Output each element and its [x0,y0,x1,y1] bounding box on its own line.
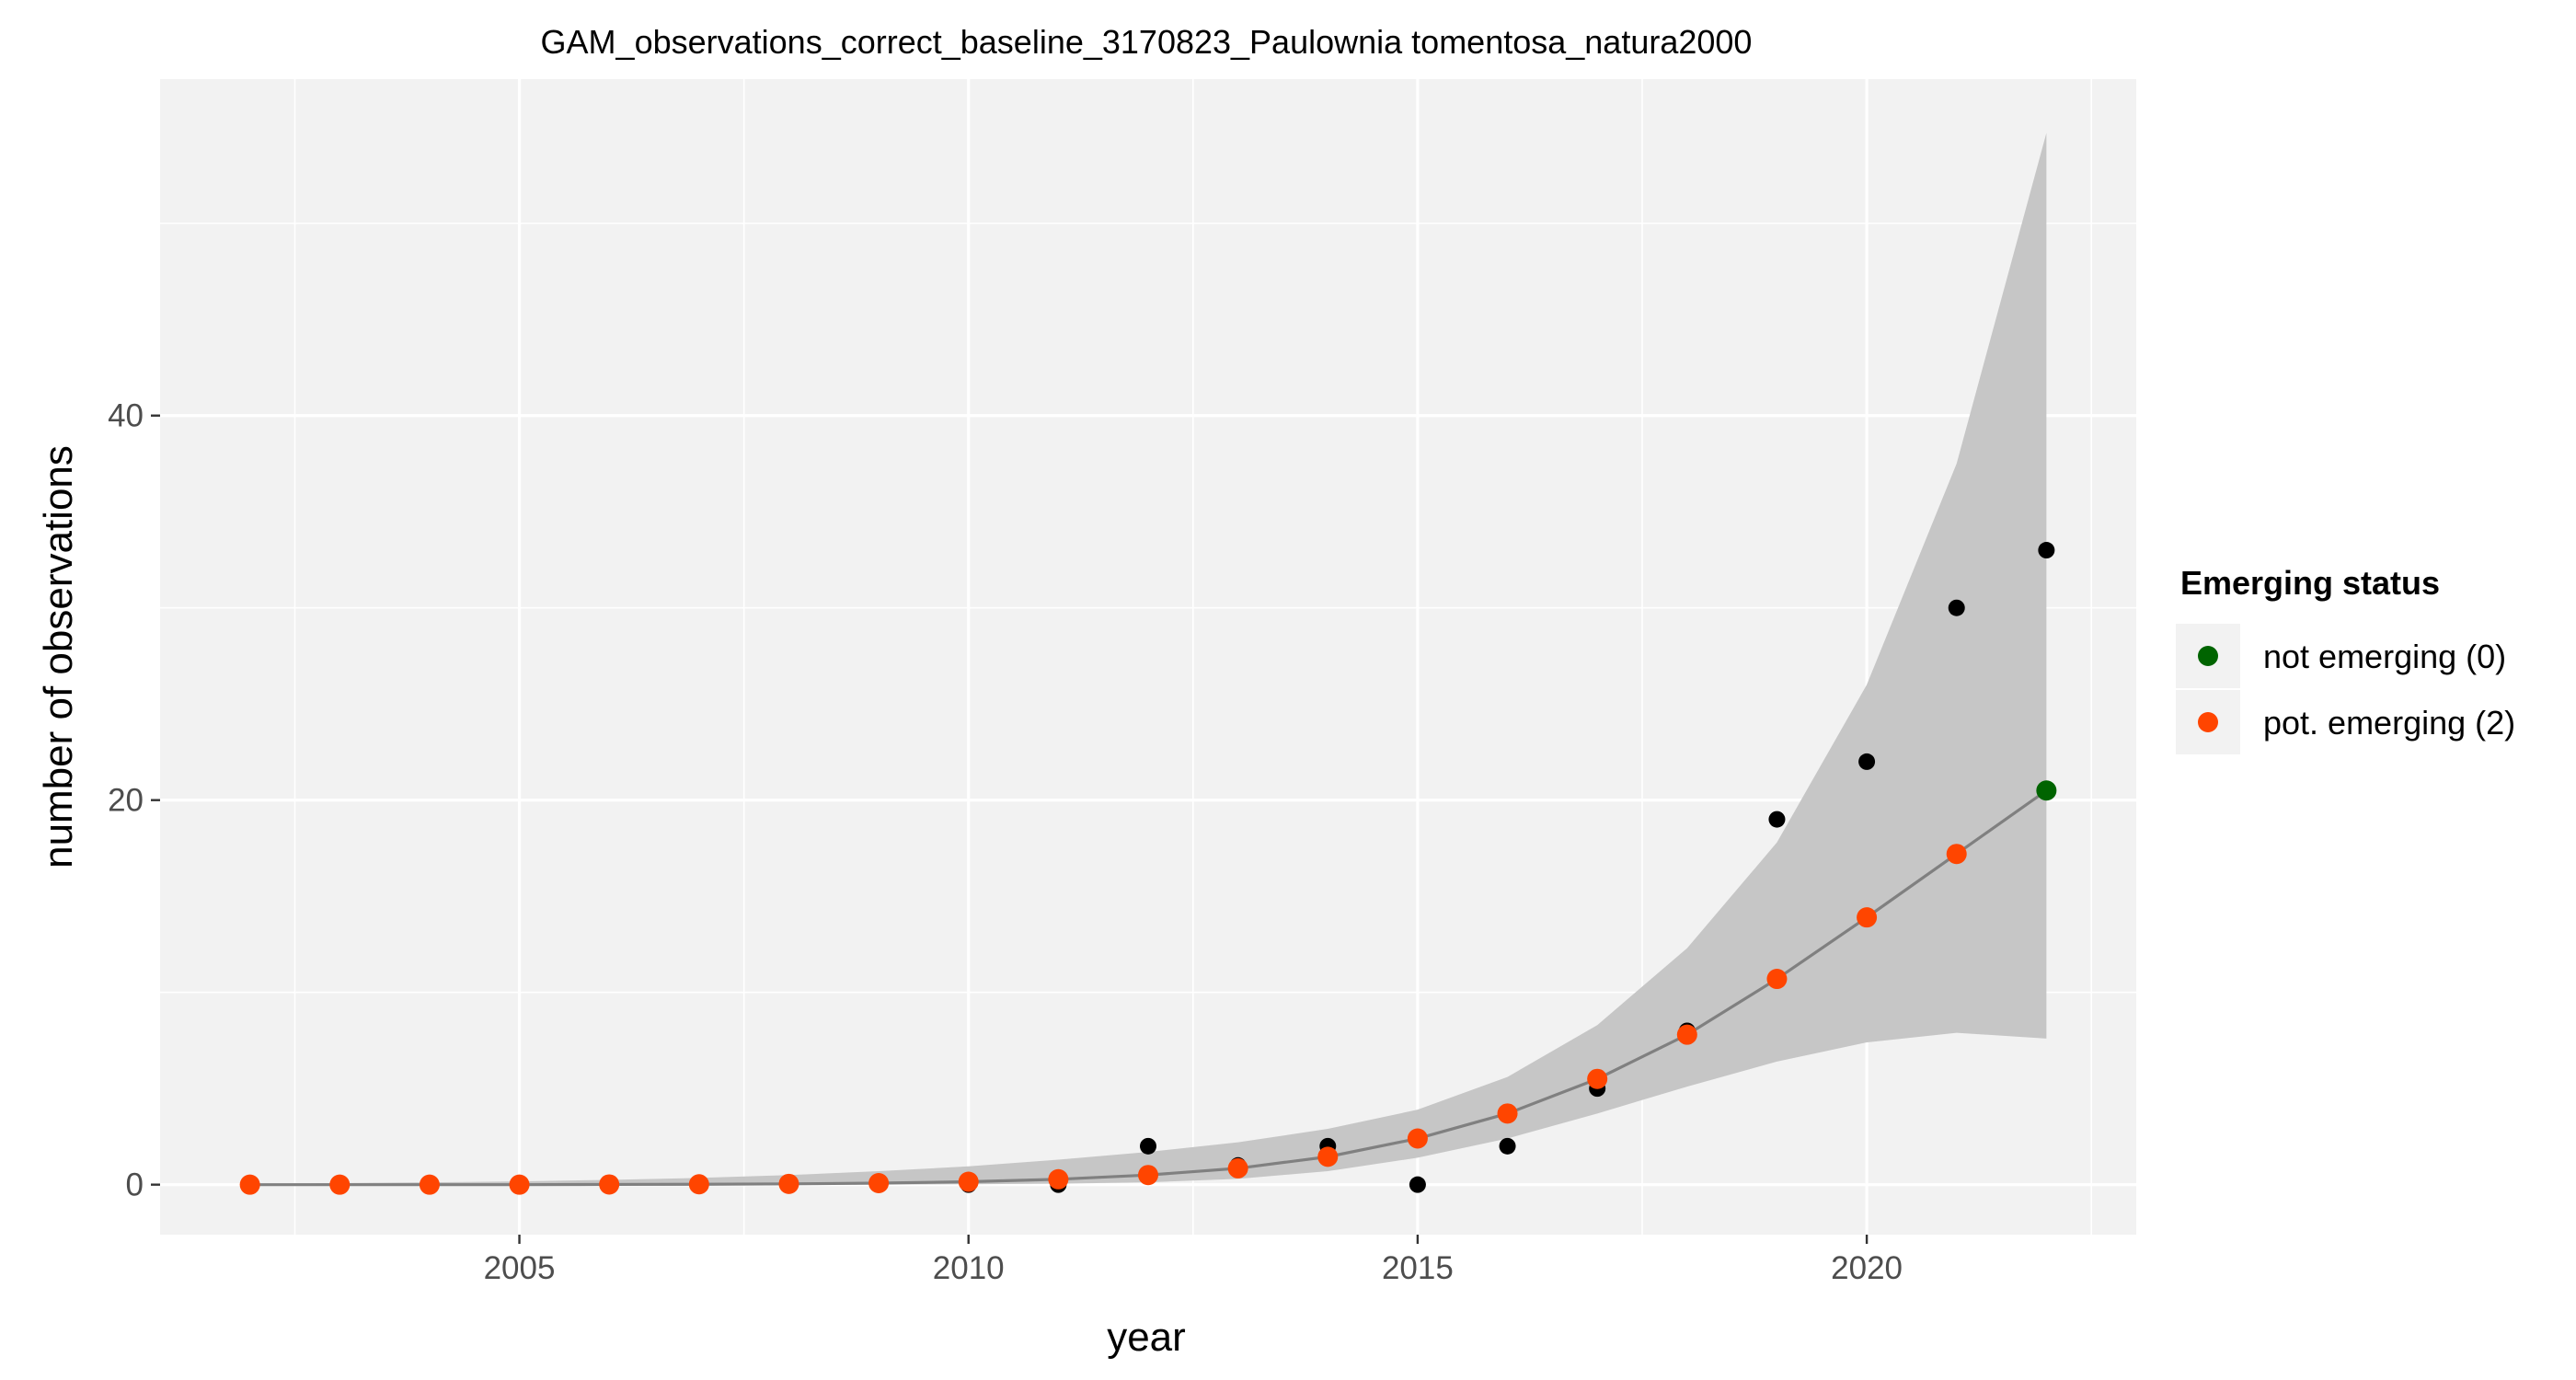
fitted-point-2019 [1766,969,1788,990]
grid-minor [160,79,2136,1235]
chart-title: GAM_observations_correct_baseline_317082… [541,23,1753,61]
observed-point-2012 [1140,1137,1156,1155]
observed-point-2022 [2038,542,2055,559]
fitted-point-2005 [509,1174,530,1195]
y-tick-label: 20 [108,783,144,819]
fitted-points [239,780,2057,1195]
x-axis: 2005 2010 2015 2020 [484,1235,1903,1286]
observed-point-2015 [1409,1176,1426,1193]
legend-marker [2198,646,2218,666]
legend-label: pot. emerging (2) [2263,704,2515,742]
fitted-point-2006 [599,1174,620,1195]
y-axis: 0 20 40 [108,398,160,1203]
x-tick-label: 2015 [1382,1250,1454,1286]
x-tick-label: 2005 [484,1250,556,1286]
fitted-point-2020 [1857,907,1878,928]
x-tick-label: 2010 [933,1250,1005,1286]
fitted-point-2007 [688,1174,709,1195]
fitted-point-2016 [1497,1103,1518,1124]
legend: Emerging status not emerging (0) pot. eme… [2176,564,2515,754]
fitted-point-2013 [1227,1157,1248,1179]
fitted-point-2014 [1317,1146,1339,1167]
x-tick-label: 2020 [1831,1250,1903,1286]
observed-point-2019 [1768,811,1786,828]
fitted-point-2003 [329,1174,351,1195]
fitted-point-2015 [1407,1128,1428,1149]
legend-title: Emerging status [2180,564,2440,602]
fitted-point-2008 [778,1173,799,1194]
y-axis-title: number of observations [36,445,81,868]
y-tick-label: 40 [108,398,144,434]
fitted-point-2010 [958,1171,979,1192]
legend-entries: not emerging (0) pot. emerging (2) [2176,624,2515,754]
legend-marker [2198,712,2218,732]
x-axis-title: year [1107,1315,1186,1360]
observed-point-2016 [1499,1137,1516,1155]
plot-panel [160,79,2136,1235]
legend-label: not emerging (0) [2263,638,2506,675]
fitted-point-2022 [2036,780,2057,801]
observed-point-2021 [1948,599,1965,616]
fitted-point-2012 [1138,1165,1158,1186]
fitted-point-2021 [1946,844,1967,865]
fitted-point-2017 [1587,1068,1608,1089]
fitted-point-2004 [419,1174,440,1195]
fitted-point-2002 [239,1174,260,1195]
fitted-point-2009 [868,1172,890,1193]
fitted-point-2018 [1676,1024,1697,1045]
y-tick-label: 0 [126,1167,144,1203]
fitted-point-2011 [1048,1168,1069,1190]
observed-point-2020 [1858,753,1876,770]
